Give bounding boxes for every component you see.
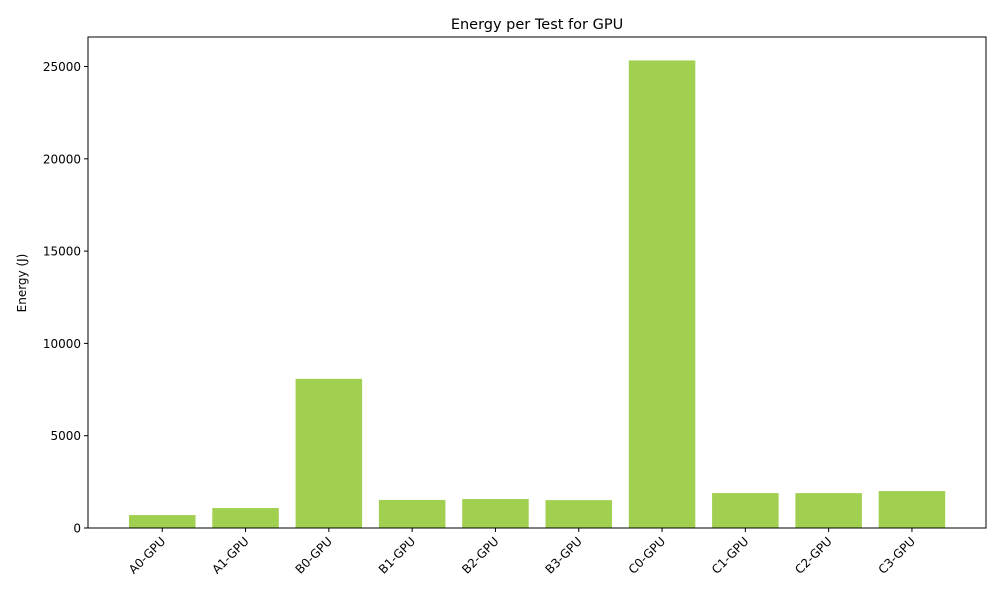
y-tick-label: 20000 [43,152,81,166]
x-tick-label: B3-GPU [542,534,584,576]
bars-group [129,60,946,528]
y-tick-label: 15000 [43,245,81,259]
x-tick-label: C0-GPU [626,534,669,577]
x-tick-label: A1-GPU [209,534,251,576]
bar-a0-gpu [129,515,196,528]
y-axis-title: Energy (J) [15,254,29,313]
x-tick-label: C2-GPU [792,534,835,577]
x-tick-label: A0-GPU [126,534,168,576]
x-tick-label: B0-GPU [293,534,335,576]
y-tick-label: 0 [73,522,81,536]
x-tick-label: C1-GPU [709,534,752,577]
bar-c3-gpu [878,491,946,528]
y-tick-label: 5000 [50,429,81,443]
y-axis: 0 5000 10000 15000 20000 25000 [43,60,88,536]
plot-frame [87,36,987,529]
y-tick-label: 10000 [43,337,81,351]
bar-c1-gpu [712,493,779,528]
x-tick-label: C3-GPU [876,534,919,577]
bar-b3-gpu [545,500,612,528]
y-tick-label: 25000 [43,60,81,74]
x-tick-label: B2-GPU [459,534,501,576]
bar-b2-gpu [462,499,529,528]
bar-b0-gpu [295,378,363,528]
x-axis: A0-GPU A1-GPU B0-GPU B1-GPU B2-GPU B3-GPU C0-G… [126,528,918,577]
bar-a1-gpu [212,508,279,528]
chart-title: Energy per Test for GPU [451,17,623,33]
bar-c0-gpu [628,60,696,528]
x-tick-label: B1-GPU [376,534,418,576]
bar-c2-gpu [795,493,862,528]
bar-b1-gpu [378,499,446,528]
